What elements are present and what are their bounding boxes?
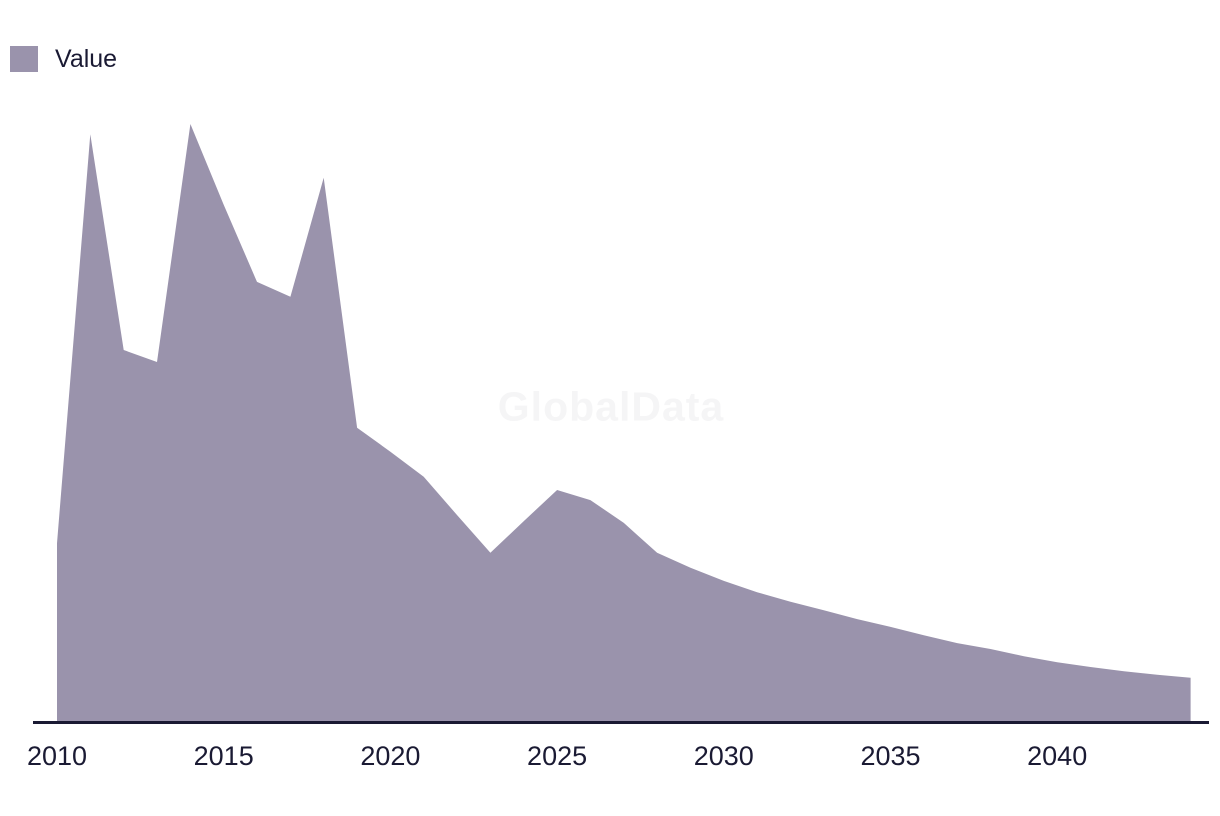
watermark: GlobalData xyxy=(497,383,725,430)
legend-label: Value xyxy=(55,45,118,73)
legend-swatch-icon xyxy=(10,46,38,72)
area-series-value xyxy=(57,124,1191,722)
legend: Value xyxy=(10,46,117,72)
